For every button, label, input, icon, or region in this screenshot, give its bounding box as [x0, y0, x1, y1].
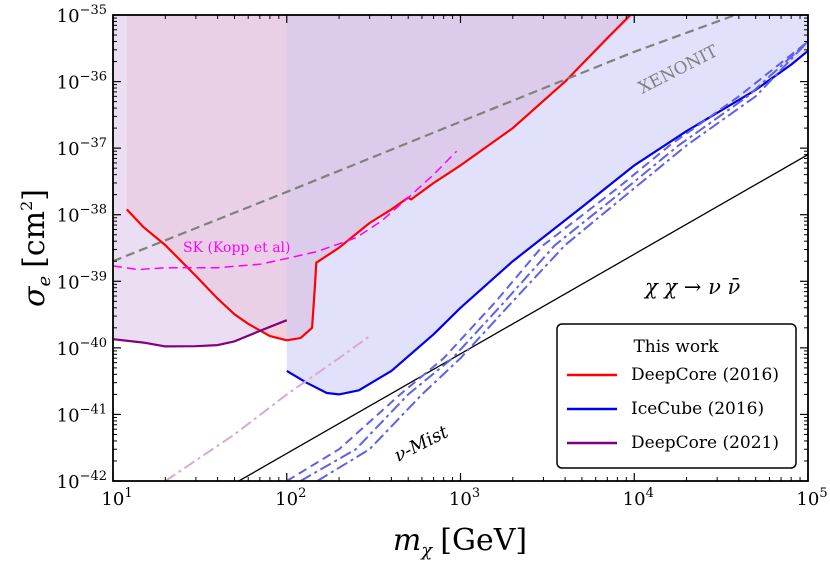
region-icecube-2016-excluded — [286, 15, 808, 395]
series-deepcore-2021 — [113, 319, 288, 348]
legend-title: This work — [633, 337, 719, 357]
x-axis-symbol: m — [393, 523, 421, 558]
y-axis-symbol: σ — [17, 285, 52, 307]
y-axis-title: σe [cm2] — [17, 189, 55, 307]
y-axis-subscript: e — [34, 276, 55, 287]
y-axis-unit-exponent: 2 — [17, 201, 36, 211]
series-icecube-2016 — [286, 49, 808, 396]
process-label: χ χ → ν ν̄ — [643, 275, 741, 299]
y-tick-label: 10−38 — [57, 203, 107, 227]
legend-label-icecube-2016: IceCube (2016) — [631, 399, 764, 419]
series-projection-1-dash-dot — [316, 40, 808, 481]
y-tick-label: 10−36 — [57, 70, 107, 94]
sk-label: SK (Kopp et al) — [183, 240, 291, 256]
legend-entries: DeepCore (2016) IceCube (2016) DeepCore (2… — [567, 365, 779, 453]
legend-label-deepcore-2021: DeepCore (2021) — [631, 433, 779, 453]
y-tick-label: 10−42 — [57, 469, 107, 493]
legend-label-deepcore-2016: DeepCore (2016) — [631, 365, 779, 385]
x-axis-unit: [GeV] — [440, 523, 527, 558]
series-lines — [113, 15, 808, 481]
y-tick-label: 10−39 — [57, 269, 107, 293]
y-tick-label: 10−37 — [57, 136, 107, 160]
region-deepcore-2021-excluded — [113, 15, 287, 347]
y-tick-label: 10−40 — [57, 336, 107, 360]
x-tick-label: 105 — [796, 486, 827, 510]
exclusion-regions — [113, 15, 808, 395]
series-deepcore-2021-projection — [164, 335, 371, 481]
series-sk-kopp-et-al — [113, 150, 458, 271]
series-deepcore-2016 — [126, 15, 632, 342]
y-tick-label: 10−35 — [57, 3, 107, 27]
x-tick-label: 104 — [623, 486, 654, 510]
x-tick-label: 102 — [275, 486, 306, 510]
legend: This work DeepCore (2016)IceCube (2016)D… — [556, 323, 797, 469]
plot-frame — [112, 14, 809, 482]
legend-box — [556, 323, 797, 469]
series-mist — [238, 154, 808, 481]
series-projection-2-dash-dot — [300, 40, 808, 481]
x-axis-subscript: χ — [419, 540, 433, 561]
series-projection-3-dash — [286, 40, 808, 481]
y-axis-unit: [cm — [17, 211, 52, 268]
y-tick-label: 10−41 — [57, 402, 107, 426]
y-axis-unit-close: ] — [17, 189, 52, 201]
series-xenon1t — [113, 15, 739, 263]
x-axis-title: mχ [GeV] — [393, 523, 527, 561]
x-tick-label: 101 — [101, 486, 132, 510]
x-tick-label: 103 — [449, 486, 480, 510]
